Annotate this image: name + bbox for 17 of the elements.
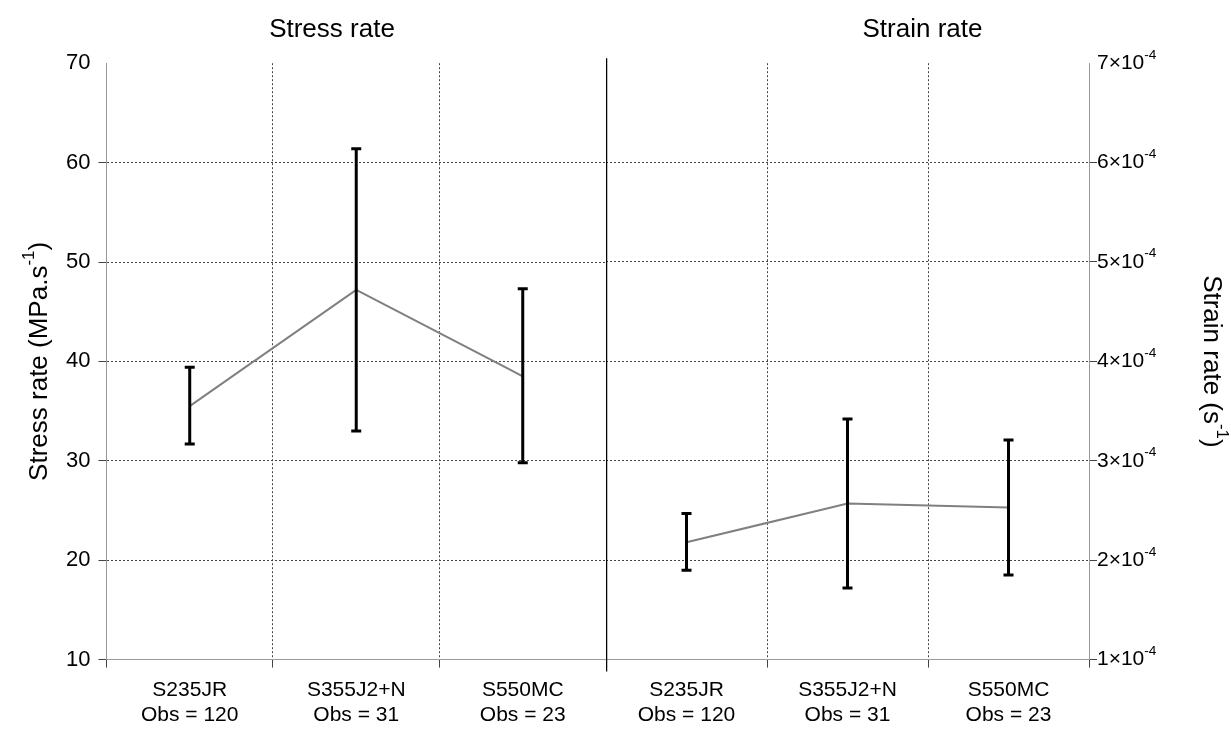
x-tick-label: S235JR Obs = 120 bbox=[140, 677, 239, 726]
y-tick-label: 20 bbox=[65, 546, 91, 572]
y-axis-title: Stress rate (MPa.s-1) bbox=[19, 241, 54, 481]
x-tick-label: S235JR Obs = 120 bbox=[637, 677, 736, 726]
y-tick-label: 60 bbox=[65, 148, 91, 174]
x-tick-label: S550MC Obs = 23 bbox=[479, 677, 566, 726]
chart-title: Strain rate bbox=[862, 12, 983, 43]
y2-axis-title: Strain rate (s-1) bbox=[1197, 275, 1231, 448]
y-tick-label: 40 bbox=[65, 347, 91, 373]
chart-title: Stress rate bbox=[269, 12, 395, 43]
y-tick-label: 50 bbox=[65, 248, 91, 274]
x-tick-label: S355J2+N Obs = 31 bbox=[306, 677, 406, 726]
y-tick-label: 30 bbox=[65, 446, 91, 472]
y-tick-label: 10 bbox=[65, 645, 91, 671]
y-tick-label: 70 bbox=[65, 49, 91, 75]
x-tick-label: S550MC Obs = 23 bbox=[965, 677, 1052, 726]
x-tick-label: S355J2+N Obs = 31 bbox=[798, 677, 897, 726]
